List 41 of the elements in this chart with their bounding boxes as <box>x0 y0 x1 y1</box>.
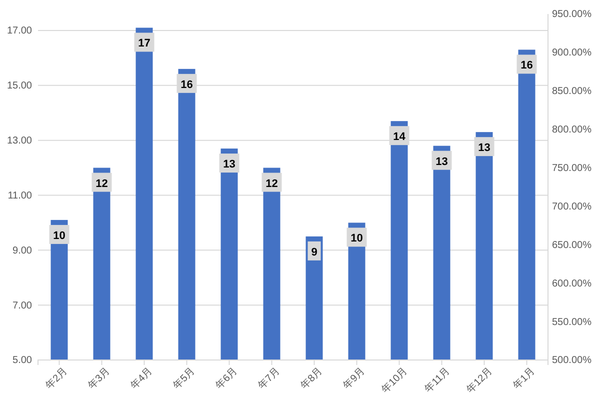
y2-tick-label: 500.00% <box>552 355 592 366</box>
y-tick-label: 5.00 <box>12 355 32 366</box>
y2-tick-label: 700.00% <box>552 201 592 212</box>
data-label: 13 <box>436 156 448 168</box>
y-tick-label: 11.00 <box>8 190 32 202</box>
y2-tick-label: 750.00% <box>552 162 592 174</box>
y2-tick-label: 900.00% <box>552 48 592 59</box>
x-tick-label: 年6月 <box>213 364 240 392</box>
y-tick-label: 13.00 <box>6 136 32 147</box>
x-tick-label: 年11月 <box>422 364 452 395</box>
data-label: 16 <box>520 60 533 72</box>
x-tick-label: 年1月 <box>510 364 538 392</box>
y2-tick-label: 550.00% <box>552 316 592 328</box>
x-tick-label: 年12月 <box>464 364 495 396</box>
data-label: 14 <box>393 131 406 144</box>
y-tick-label: 17.00 <box>6 26 32 37</box>
x-tick-label: 年7月 <box>256 364 282 392</box>
y2-tick-label: 850.00% <box>552 86 592 98</box>
y-tick-label: 9.00 <box>12 245 32 256</box>
y2-tick-label: 650.00% <box>552 240 592 251</box>
data-label: 9 <box>311 246 318 258</box>
data-label: 13 <box>478 142 490 154</box>
x-tick-label: 年3月 <box>86 364 112 392</box>
y2-tick-label: 950.00% <box>552 9 592 20</box>
data-label: 12 <box>96 178 108 190</box>
data-label: 12 <box>266 178 278 190</box>
x-tick-label: 年4月 <box>128 364 155 392</box>
x-tick-label: 年8月 <box>298 364 325 392</box>
data-label: 10 <box>53 230 66 242</box>
x-tick-label: 年9月 <box>340 364 368 392</box>
x-tick-label: 年2月 <box>43 364 70 392</box>
y-tick-label: 15.00 <box>6 80 32 92</box>
data-label: 10 <box>350 232 363 245</box>
y2-tick-label: 600.00% <box>552 278 592 290</box>
y-tick-label: 7.00 <box>12 300 32 312</box>
x-tick-label: 年10月 <box>379 364 410 396</box>
data-label: 16 <box>180 78 193 91</box>
data-label: 17 <box>138 38 150 50</box>
x-tick-label: 年5月 <box>170 364 198 392</box>
y2-tick-label: 800.00% <box>552 124 592 136</box>
data-label: 13 <box>223 158 236 171</box>
